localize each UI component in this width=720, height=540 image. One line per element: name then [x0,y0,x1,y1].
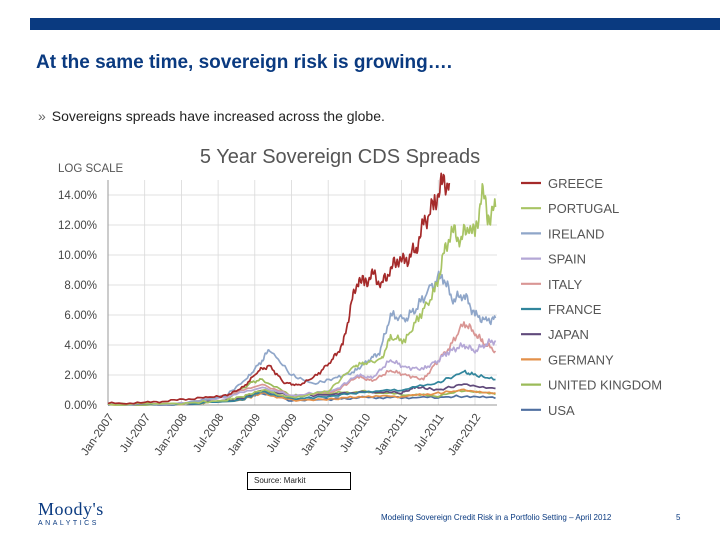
series-line-spain [107,338,497,406]
logo-sub: ANALYTICS [38,520,99,527]
legend-entry: ITALY [548,277,583,292]
x-tick-label: Jan-2011 [373,412,410,457]
series-line-ireland [107,270,497,406]
series-line-greece [107,172,451,405]
bullet-text: Sovereigns spreads have increased across… [51,108,385,124]
x-tick-label: Jul-2008 [191,412,226,455]
y-tick-label: 4.00% [64,340,97,352]
legend-entry: USA [548,403,575,418]
legend-entry: IRELAND [548,226,604,241]
slide-title: At the same time, sovereign risk is grow… [36,52,453,73]
y-tick-label: 10.00% [58,250,97,262]
bullet-mark: » [38,108,46,124]
legend-entry: GREECE [548,176,603,191]
y-tick-label: 12.00% [58,220,97,232]
source-note: Source: Markit [247,472,351,490]
logo-name: Moody's [38,499,104,519]
y-tick-label: 0.00% [64,400,97,412]
x-tick-label: Jul-2010 [338,412,373,455]
legend-entry: UNITED KINGDOM [548,378,662,393]
series-line-italy [107,321,497,406]
series-line-france [108,369,496,406]
chart-title: 5 Year Sovereign CDS Spreads [200,146,480,168]
x-tick-label: Jan-2012 [446,412,483,458]
x-tick-label: Jul-2011 [412,412,447,454]
series-line-portugal [107,183,497,406]
x-tick-label: Jan-2009 [226,412,263,458]
legend-entry: SPAIN [548,252,586,267]
x-tick-label: Jan-2008 [153,412,190,458]
y-tick-label: 8.00% [64,280,97,292]
x-tick-label: Jan-2010 [299,412,336,458]
bullet-point: » Sovereigns spreads have increased acros… [38,108,385,124]
legend-entry: PORTUGAL [548,201,619,216]
scale-note: LOG SCALE [58,163,124,175]
legend-entry: GERMANY [548,352,614,367]
footer-text: Modeling Sovereign Credit Risk in a Port… [381,513,612,522]
header-bar [30,18,720,30]
moodys-logo: Moody's ANALYTICS [38,500,118,532]
y-tick-label: 14.00% [58,190,97,202]
y-tick-label: 6.00% [64,310,97,322]
y-tick-label: 2.00% [64,370,97,382]
x-tick-label: Jul-2009 [265,412,300,455]
x-tick-label: Jul-2007 [118,412,153,455]
legend-entry: FRANCE [548,302,602,317]
x-tick-label: Jan-2007 [79,412,116,458]
legend-entry: JAPAN [548,327,589,342]
page-number: 5 [676,513,681,522]
